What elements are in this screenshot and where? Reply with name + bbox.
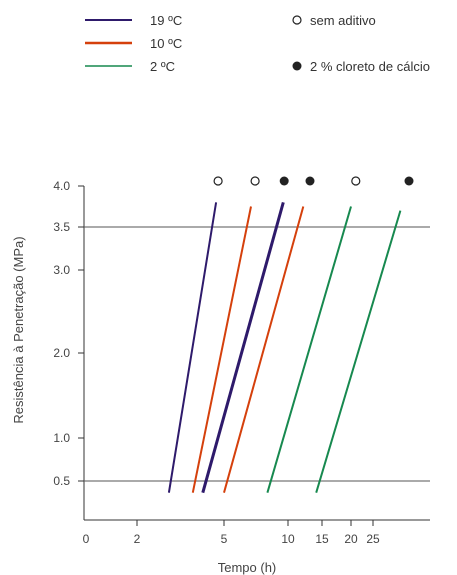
legend-label-sem-aditivo: sem aditivo [310,13,376,28]
top-markers [213,176,414,186]
filled-circle-marker [305,176,315,186]
legend-label-10c: 10 ºC [150,36,182,51]
series-line [266,206,352,493]
axes [83,186,430,521]
x-tick-label: 20 [344,532,358,546]
x-tick-label: 0 [83,532,90,546]
series-line [191,206,252,493]
series-line [315,210,402,493]
series-line [201,201,285,494]
x-tick-label: 5 [221,532,228,546]
open-circle-marker [213,176,223,186]
x-tick-label: 15 [315,532,329,546]
y-ticks: 0.5 1.0 2.0 3.0 3.5 4.0 [53,179,84,488]
legend: 19 ºC 10 ºC 2 ºC sem aditivo 2 % cloreto… [85,13,430,74]
legend-label-19c: 19 ºC [150,13,182,28]
series-line [167,202,218,493]
x-tick-label: 2 [134,532,141,546]
y-axis-title: Resistência à Penetração (MPa) [11,236,26,423]
y-tick-label: 2.0 [53,346,70,360]
filled-circle-marker [404,176,414,186]
legend-label-2c: 2 ºC [150,59,175,74]
series-lines [167,201,402,494]
x-tick-label: 10 [281,532,295,546]
y-tick-label: 3.5 [53,220,70,234]
series-line [223,206,305,493]
y-tick-label: 1.0 [53,431,70,445]
y-tick-label: 3.0 [53,263,70,277]
reference-lines [84,226,430,482]
legend-filled-circle-icon [292,61,302,71]
open-circle-marker [351,176,361,186]
legend-label-cloreto: 2 % cloreto de cálcio [310,59,430,74]
y-tick-label: 0.5 [53,474,70,488]
open-circle-marker [250,176,260,186]
filled-circle-marker [279,176,289,186]
legend-open-circle-icon [292,15,302,25]
x-ticks: 0 2 5 10 15 20 25 [83,520,380,546]
x-axis-title: Tempo (h) [218,560,277,575]
y-tick-label: 4.0 [53,179,70,193]
x-tick-label: 25 [366,532,380,546]
